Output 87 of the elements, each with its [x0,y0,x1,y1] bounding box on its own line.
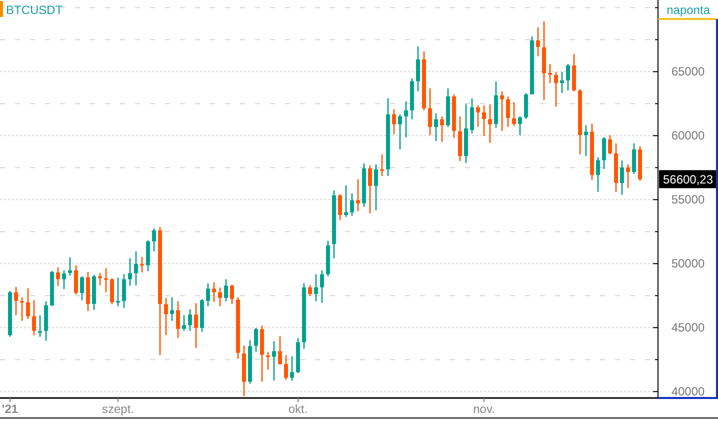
candlestick [140,256,144,273]
candlestick [356,178,360,212]
candlestick [374,164,378,211]
chart-title: BTCUSDT [6,3,64,17]
x-tick-label: okt. [288,402,308,416]
candlestick [524,92,528,120]
candlestick [602,136,606,170]
candlestick [188,308,192,332]
candlestick [482,104,486,137]
candlestick [266,351,270,370]
candlestick [596,156,600,192]
candlestick [74,264,78,295]
candlestick [56,266,60,287]
candlestick [164,297,168,336]
candlestick [254,327,258,352]
y-tick-label: 40000 [671,384,706,399]
candlestick [398,114,402,150]
candlestick [272,340,276,382]
text: naponta [666,3,710,17]
candlestick [170,296,174,322]
candlestick [104,268,108,293]
candlestick [440,116,444,143]
x-tick-label: szept. [102,402,134,416]
candlestick [278,336,282,366]
candlestick [500,90,504,132]
candlestick [380,154,384,177]
x-tick-label: '21 [2,402,18,416]
candlestick [626,164,630,189]
candlestick [230,284,234,305]
candlestick [620,160,624,196]
candlestick [206,282,210,307]
candlestick [512,102,516,127]
candlestick [308,284,312,297]
candlestick [218,286,222,307]
candlestick [290,356,294,382]
candlestick [632,142,636,175]
y-tick-label: 65000 [671,64,706,79]
candlestick [182,314,186,332]
candlestick [14,286,18,316]
candlestick [368,164,372,214]
candlestick [20,296,24,322]
candlestick [488,104,492,144]
candlestick [554,71,558,108]
candlestick [26,288,30,320]
candlestick [284,354,288,380]
candlestick [122,274,126,309]
candlestick [80,276,84,301]
candlestick [134,250,138,286]
candlestick [68,256,72,276]
candlestick [338,194,342,221]
text: 56600,23 [662,172,714,187]
candlestick [224,278,228,302]
candlestick [536,26,540,57]
candlestick [392,108,396,135]
candlestick [428,88,432,136]
candlestick [506,96,510,128]
candlestick [110,278,114,305]
candlestick [350,192,354,217]
candlestick [404,100,408,138]
candlestick [566,63,570,91]
candlestick [176,300,180,338]
candlestick [320,270,324,304]
candlestick [518,116,522,136]
candlestick [416,46,420,92]
candlestick [152,228,156,252]
candlestick [212,282,216,303]
x-tick-label: nov. [473,402,495,416]
candlestick [560,71,564,94]
y-tick-label: 55000 [671,192,706,207]
candlestick [548,63,552,84]
candlestick [38,314,42,338]
candlestick [470,98,474,134]
candlestick [314,274,318,302]
candlestick [344,184,348,218]
candlestick [476,104,480,128]
candlestick [608,134,612,155]
candlestick [128,258,132,286]
y-tick-label: 50000 [671,256,706,271]
candlestick [434,112,438,142]
candlestick [584,124,588,157]
candlestick [146,240,150,272]
candlestick [194,302,198,348]
y-tick-label: 60000 [671,128,706,143]
candlestick [32,300,36,336]
y-tick-label: 45000 [671,320,706,335]
candlestick [116,276,120,307]
candlestick [62,270,66,290]
